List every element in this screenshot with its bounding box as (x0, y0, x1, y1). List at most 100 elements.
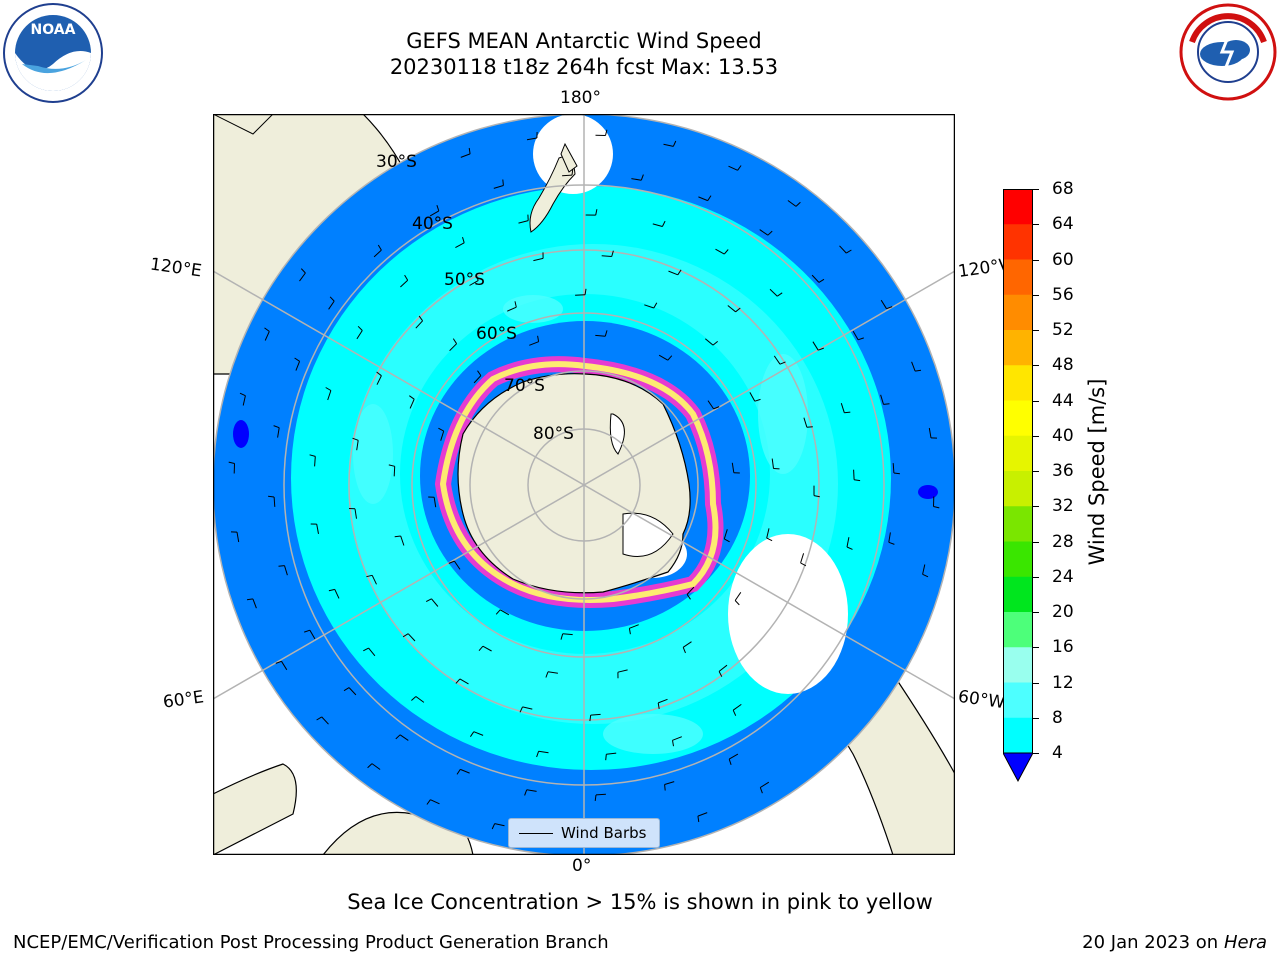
colorbar-tick-label: 64 (1052, 214, 1074, 235)
wind-barb (522, 706, 533, 710)
colorbar-segment (1003, 612, 1033, 648)
wind-barb-flag (325, 387, 332, 391)
colorbar-segment (1003, 400, 1033, 437)
wind-barb (734, 592, 742, 601)
colorbar-tick-label: 68 (1052, 179, 1074, 199)
colorbar-svg (1002, 189, 1034, 783)
chart-title-line2: 20230118 t18z 264h fcst Max: 13.53 (389, 55, 779, 79)
wind-barb (773, 355, 781, 365)
map-border (212, 113, 956, 856)
wind-barb-flag (426, 799, 431, 805)
colorbar-tick-label: 56 (1052, 284, 1074, 305)
wind-barb (663, 143, 674, 147)
wind-barb (407, 633, 416, 642)
wind-barb-flag (275, 660, 282, 664)
wind-barb-flag (264, 327, 270, 332)
wind-barb-flag (732, 709, 737, 716)
wind-barb (728, 753, 739, 760)
wind-barb-flag (737, 165, 742, 171)
wind-barb-flag (734, 600, 740, 606)
wind-barb (595, 793, 606, 796)
lat-label-50s: 50°S (444, 270, 485, 290)
wind-barb-flag (589, 715, 592, 722)
wind-barb (787, 200, 797, 207)
wind-barb-flag (294, 357, 300, 362)
wind-barb-flag (409, 395, 415, 400)
wind-barb (601, 255, 612, 257)
svg-text:NOAA: NOAA (31, 22, 76, 38)
wind-barb-flag (594, 794, 597, 801)
wind-barb (629, 624, 639, 629)
wind-barb-flag (697, 816, 700, 823)
wind-barb-flag (779, 361, 786, 365)
colorbar-segment (1003, 576, 1033, 613)
wind-barb-flag (475, 274, 479, 281)
wind-barb (409, 398, 415, 409)
wind-barb-flag (893, 472, 900, 475)
colorbar-segment (1003, 330, 1033, 366)
wind-barb-flag (759, 787, 763, 794)
wind-barb-flag (462, 236, 465, 243)
wind-barb (373, 249, 382, 258)
wind-barb (892, 463, 895, 474)
wind-barb-flag (657, 702, 660, 709)
lat-label-70s: 70°S (504, 376, 545, 396)
wind-barb-flag (800, 562, 807, 567)
wind-barb (368, 647, 376, 657)
colorbar-label: Wind Speed [m/s] (1085, 378, 1109, 566)
wind-barb (526, 137, 537, 141)
wind-barb-flag (366, 574, 373, 578)
wind-barb (252, 598, 257, 609)
wind-barb-flag (469, 731, 475, 737)
wind-barb (771, 458, 774, 469)
wind-barb (888, 532, 891, 543)
wind-barb (839, 245, 847, 254)
wind-barb-flag (477, 370, 482, 376)
sea-ice-note: Sea Ice Concentration > 15% is shown in … (347, 890, 933, 914)
wind-barb-flag (767, 230, 773, 236)
footer-host: Hera (1223, 932, 1267, 953)
wind-barb (769, 288, 778, 297)
wind-barb-flag (571, 169, 574, 176)
wind-barb (482, 645, 492, 652)
colorbar-segment (1003, 189, 1033, 225)
wind-barb (595, 334, 606, 337)
wind-barb (499, 609, 510, 616)
wind-barb (852, 330, 859, 341)
wind-barb-flag (228, 461, 235, 464)
wind-barb (469, 280, 479, 286)
wind-barb (664, 781, 675, 785)
wind-barb (749, 392, 756, 402)
colorbar-tick-label: 4 (1052, 743, 1063, 763)
colorbar-tick-label: 52 (1052, 320, 1074, 340)
wind-barb-flag (724, 538, 730, 543)
colorbar-tick-mark (1033, 259, 1039, 261)
wind-barb (299, 272, 306, 282)
wind-barb-flag (628, 628, 631, 635)
wind-barb-flag (402, 633, 409, 638)
colorbar-tick-label: 32 (1052, 496, 1074, 517)
wind-barb (316, 524, 319, 534)
wind-barb (242, 395, 246, 406)
wind-barb (273, 496, 276, 507)
wind-barb (473, 731, 484, 736)
colorbar-tick-label: 28 (1052, 531, 1074, 552)
wind-barb-flag (712, 341, 719, 346)
wind-barb-flag (640, 174, 644, 181)
wind-barb (449, 343, 457, 352)
wind-barb-flag (605, 754, 607, 761)
wind-barb (494, 823, 505, 827)
wind-barb-flag (395, 734, 401, 740)
colorbar-tick-mark (1033, 330, 1039, 331)
colorbar (1002, 189, 1034, 783)
colorbar-segment (1003, 647, 1033, 683)
wind-barb-flag (933, 506, 940, 509)
colorbar-segment (1003, 541, 1033, 578)
lon-label-top: 180° (560, 88, 601, 108)
wind-barb-flag (611, 250, 614, 257)
wind-barb (518, 220, 529, 224)
wind-barb-flag (806, 426, 813, 428)
wind-barb (295, 361, 301, 371)
wind-barb (732, 703, 742, 711)
wind-barb-legend-line (519, 832, 553, 834)
